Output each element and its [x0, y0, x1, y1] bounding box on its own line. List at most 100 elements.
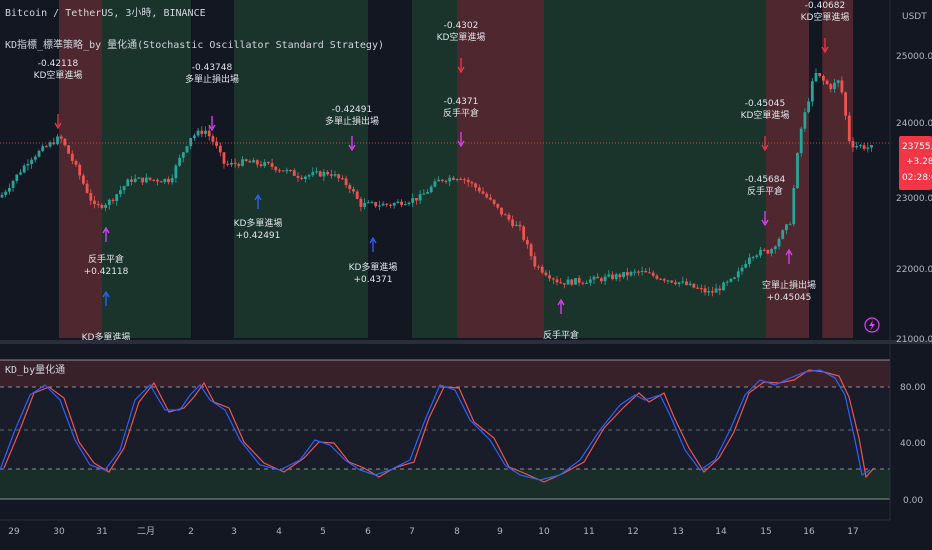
candle-body [315, 171, 318, 173]
candle-body [507, 214, 511, 220]
candle-body [803, 112, 807, 129]
candle-body [662, 279, 666, 281]
symbol-legend[interactable]: Bitcoin / TetherUS, 3小時, BINANCE [5, 7, 206, 19]
candle-body [141, 177, 144, 183]
candle-body [255, 160, 259, 165]
candle-body [259, 164, 263, 166]
candle-body [63, 138, 67, 146]
candle-body [607, 274, 611, 277]
time-labels: 29 30 31 二月 2 3 4 5 6 7 8 9 10 11 12 13 14 15 16 17 [8, 526, 858, 537]
lightning-icon[interactable] [864, 317, 880, 333]
candle-body [429, 186, 433, 193]
osc-tick: 40.00 [900, 439, 926, 449]
candle-body [537, 266, 540, 268]
candle-body [544, 272, 548, 276]
price-tick: 24000.00 [896, 119, 932, 129]
candle-body [840, 80, 844, 93]
candle-body [78, 164, 82, 176]
candle-body [37, 150, 41, 157]
candle-body [433, 181, 437, 187]
price-tick: 22000.00 [896, 265, 932, 275]
candle-body [15, 174, 19, 181]
overbought-band [0, 360, 890, 387]
strategy-legend[interactable]: KD指標_標準策略_by 量化通(Stochastic Oscillator S… [5, 38, 384, 51]
marker-label: 多單止損出場 [325, 115, 379, 127]
zone-none [368, 0, 412, 338]
time-label: 8 [454, 527, 460, 537]
candle-body [440, 179, 444, 181]
candle-body [729, 278, 733, 282]
candle-body [56, 136, 59, 145]
candle-body [341, 178, 344, 180]
indicator-legend[interactable]: KD_by量化通 [5, 363, 65, 376]
candle-body [226, 163, 230, 165]
candle-body [322, 171, 326, 177]
candle-body [11, 180, 15, 188]
candle-body [448, 177, 452, 182]
candle-body [588, 279, 592, 283]
candle-body [392, 203, 396, 206]
pane-separator[interactable] [0, 340, 932, 344]
candle-body [540, 266, 544, 273]
price-tick: 21000.00 [896, 335, 932, 345]
candle-body [122, 186, 126, 191]
candle-body [374, 202, 378, 207]
candle-body [378, 205, 381, 207]
zone-none [191, 0, 234, 338]
candle-body [52, 142, 56, 145]
arrow-up-icon [369, 236, 377, 244]
candle-body [711, 291, 714, 293]
candle-body [770, 249, 773, 254]
marker-label: 反手平倉 [88, 253, 124, 265]
candle-body [596, 276, 600, 279]
arrow-down-icon [761, 219, 769, 227]
candle-body [470, 182, 474, 184]
candle-body [822, 76, 825, 81]
marker-label: 反手平倉 [443, 107, 479, 119]
candle-body [755, 255, 759, 257]
candle-body [696, 287, 699, 289]
candle-body [159, 181, 163, 183]
candle-body [363, 202, 366, 207]
candle-body [422, 193, 426, 195]
arrow-down-icon [208, 124, 216, 132]
marker-label: KD空單進場 [801, 11, 850, 23]
zone-short [766, 0, 809, 338]
candle-body [459, 178, 463, 180]
candle-body [736, 271, 740, 278]
candle-body [292, 170, 296, 176]
candle-body [252, 160, 255, 163]
candle-body [625, 272, 629, 276]
candle-body [344, 178, 348, 186]
marker-label: 反手平倉 [747, 185, 783, 197]
time-label: 13 [672, 527, 683, 537]
candle-body [82, 175, 85, 184]
candle-body [799, 128, 803, 154]
candle-body [796, 153, 799, 189]
candle-body [167, 178, 170, 183]
candle-body [411, 198, 415, 203]
candle-body [22, 165, 26, 173]
marker-label: KD空單進場 [34, 69, 83, 81]
osc-tick: 80.00 [900, 383, 926, 393]
zone-short [822, 0, 853, 338]
candle-body [666, 280, 670, 282]
time-label: 二月 [137, 526, 155, 537]
candle-body [218, 145, 222, 153]
candle-body [370, 202, 374, 204]
candle-body [577, 278, 581, 283]
candle-body [93, 200, 96, 205]
candle-body [833, 82, 836, 90]
price-tick: 23000.00 [896, 194, 932, 204]
candle-body [844, 92, 847, 116]
candle-body [152, 179, 156, 181]
oversold-band [0, 469, 890, 499]
time-axis[interactable] [0, 520, 932, 550]
marker-label: -0.45684 [745, 175, 786, 185]
candle-body [304, 176, 307, 179]
candle-body [688, 283, 692, 285]
candle-body [533, 256, 537, 267]
candle-body [126, 179, 130, 187]
candle-body [30, 159, 33, 165]
